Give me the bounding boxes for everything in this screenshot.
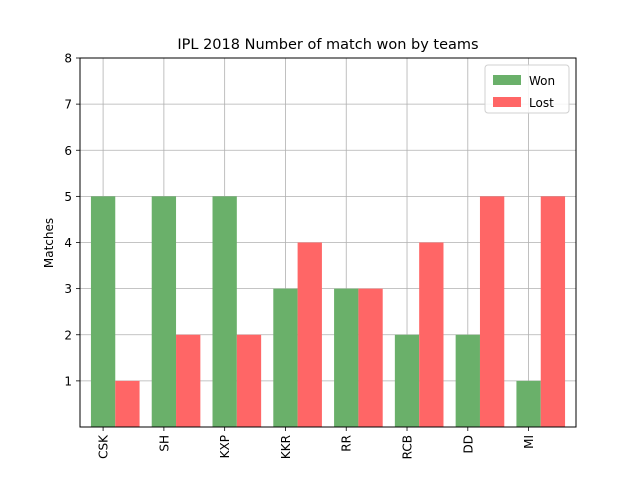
y-tick-label: 4 — [64, 236, 72, 250]
bar-won-rcb — [394, 334, 420, 427]
y-tick-label: 7 — [64, 98, 72, 112]
bar-lost-mi — [540, 196, 566, 427]
y-tick-label: 5 — [64, 190, 72, 204]
bar-lost-rcb — [419, 242, 444, 427]
bar-won-kxp — [212, 196, 237, 427]
bar-lost-csk — [115, 380, 140, 427]
legend-label-lost: Lost — [529, 96, 554, 110]
x-tick-label: KKR — [279, 435, 293, 459]
x-tick-label: KXP — [218, 435, 232, 458]
plot-frame — [79, 57, 577, 428]
bar-won-kkr — [273, 288, 298, 427]
bar-lost-kkr — [297, 242, 322, 427]
x-tick-label: RCB — [401, 435, 415, 459]
y-tick-label: 2 — [64, 328, 72, 342]
y-tick-label: 1 — [64, 374, 72, 388]
x-tick-label: DD — [461, 435, 475, 453]
bar-lost-rr — [358, 288, 383, 427]
y-tick-label: 6 — [64, 144, 72, 158]
bars — [90, 196, 566, 427]
bar-won-rr — [334, 288, 359, 427]
bar-won-csk — [90, 196, 116, 427]
y-axis-label: Matches — [42, 218, 56, 268]
legend: Won Lost — [484, 64, 570, 114]
bar-won-mi — [516, 380, 541, 427]
bar-won-dd — [455, 334, 480, 427]
x-tick-label: CSK — [97, 434, 111, 459]
x-tick-label: RR — [340, 435, 354, 452]
chart-title: IPL 2018 Number of match won by teams — [177, 37, 478, 53]
axis-ticks: 1 2 3 4 5 6 7 8 CSK SH KXP KKR RR RCB DD MI — [64, 52, 536, 460]
x-tick-label: SH — [157, 435, 171, 452]
bar-lost-kxp — [236, 334, 262, 427]
legend-label-won: Won — [529, 74, 555, 88]
y-tick-label: 3 — [64, 282, 72, 296]
bar-won-sh — [151, 196, 177, 427]
legend-swatch-lost — [493, 97, 521, 107]
bar-lost-dd — [479, 196, 505, 427]
legend-swatch-won — [493, 75, 521, 85]
x-tick-label: MI — [522, 435, 536, 449]
y-tick-label: 8 — [64, 52, 72, 66]
bar-lost-sh — [176, 334, 201, 427]
